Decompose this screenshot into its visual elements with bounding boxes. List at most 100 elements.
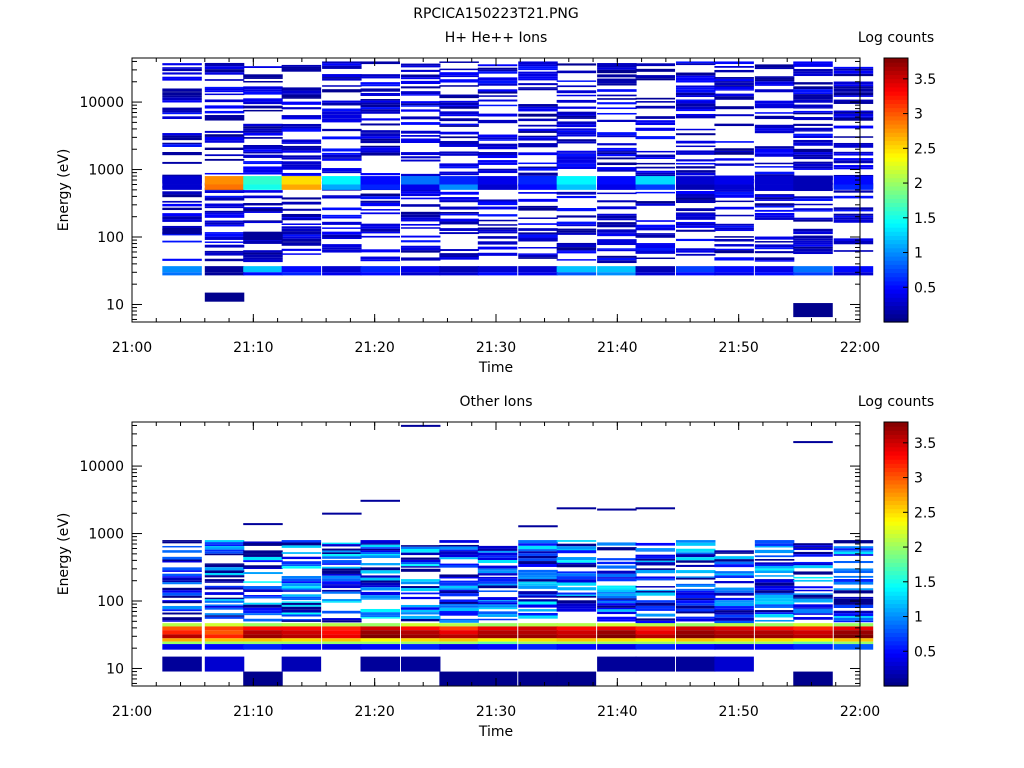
heatmap-cell: [793, 92, 833, 95]
heatmap-cell: [714, 229, 754, 232]
heatmap-cell: [162, 617, 202, 621]
heatmap-cell: [204, 551, 245, 554]
heatmap-cell: [754, 257, 795, 261]
heatmap-cell: [675, 223, 716, 226]
heatmap-cell: [597, 67, 637, 70]
heatmap-cell: [714, 176, 754, 185]
heatmap-cell: [281, 142, 322, 144]
heatmap-cell: [518, 253, 558, 255]
heatmap-cell: [204, 630, 245, 635]
heatmap-cell: [204, 190, 245, 193]
heatmap-cell: [439, 140, 479, 144]
heatmap-cell: [556, 594, 597, 597]
heatmap-cell: [243, 220, 283, 222]
heatmap-cell: [439, 94, 479, 97]
heatmap-cell: [400, 217, 441, 220]
heatmap-cell: [322, 189, 362, 191]
heatmap-cell: [793, 142, 833, 146]
heatmap-cell: [281, 236, 322, 239]
heatmap-cell: [400, 581, 441, 585]
colorbar-segment: [884, 446, 908, 452]
heatmap-cell: [793, 135, 833, 138]
heatmap-cell: [714, 606, 754, 609]
heatmap-cell: [793, 198, 833, 201]
heatmap-cell: [281, 128, 322, 132]
heatmap-cell: [477, 176, 518, 185]
heatmap-cell: [162, 638, 202, 642]
heatmap-cell: [556, 221, 597, 225]
heatmap-cell: [243, 641, 283, 645]
colorbar-tick-label: 1.5: [914, 575, 936, 591]
heatmap-cell: [281, 545, 322, 548]
heatmap-cell: [477, 604, 518, 606]
heatmap-cell: [322, 560, 362, 564]
colorbar-frame: [883, 57, 909, 323]
heatmap-cell: [243, 252, 283, 255]
heatmap-cell: [477, 578, 518, 582]
heatmap-cell: [162, 135, 202, 138]
heatmap-cell: [754, 241, 795, 243]
heatmap-cell: [360, 638, 401, 642]
heatmap-cell: [518, 135, 558, 138]
heatmap-cell: [635, 560, 676, 563]
colorbar-segment: [884, 516, 908, 522]
heatmap-cell: [635, 203, 676, 206]
heatmap-cell: [439, 221, 479, 225]
heatmap-cell: [322, 227, 362, 229]
heatmap-cell: [204, 258, 245, 262]
heatmap-cell: [518, 167, 558, 171]
heatmap-cell: [714, 236, 754, 238]
heatmap-cell: [556, 232, 597, 235]
heatmap-cell: [281, 197, 322, 200]
heatmap-cell: [635, 620, 676, 624]
heatmap-cell: [754, 130, 795, 134]
heatmap-cell: [400, 130, 441, 134]
colorbar-segment: [884, 194, 908, 199]
heatmap-cell: [833, 92, 874, 96]
heatmap-cell: [793, 441, 833, 444]
colorbar-segment: [884, 508, 908, 514]
colorbar-segment: [884, 475, 908, 481]
heatmap-cell: [793, 248, 833, 252]
colorbar-segment: [884, 313, 908, 319]
heatmap-cell: [322, 641, 362, 645]
heatmap-cell: [754, 592, 795, 595]
heatmap-cell: [322, 214, 362, 217]
heatmap-cell: [243, 203, 283, 206]
heatmap-cell: [793, 68, 833, 72]
heatmap-cell: [675, 89, 716, 93]
heatmap-cell: [243, 154, 283, 158]
heatmap-cell: [833, 617, 874, 621]
heatmap-cell: [754, 266, 795, 273]
heatmap-cell: [243, 554, 283, 557]
colorbar-segment: [884, 661, 908, 666]
heatmap-cell: [162, 219, 202, 222]
colorbar-segment: [884, 276, 908, 282]
heatmap-cell: [518, 162, 558, 165]
heatmap-cell: [243, 132, 283, 136]
heatmap-cell: [243, 626, 283, 631]
heatmap-cell: [754, 605, 795, 608]
heatmap-cell: [281, 231, 322, 235]
heatmap-cell: [243, 550, 283, 554]
heatmap-cell: [754, 564, 795, 567]
heatmap-cell: [439, 626, 479, 631]
heatmap-cell: [360, 176, 401, 185]
heatmap-cell: [204, 115, 245, 118]
heatmap-cell: [518, 630, 558, 635]
heatmap-cell: [597, 157, 637, 160]
heatmap-cell: [400, 122, 441, 125]
heatmap-cell: [754, 84, 795, 86]
heatmap-cell: [556, 153, 597, 157]
heatmap-cell: [675, 196, 716, 198]
heatmap-cell: [597, 249, 637, 252]
heatmap-cell: [556, 623, 597, 627]
heatmap-cell: [439, 594, 479, 597]
heatmap-cell: [281, 241, 322, 243]
heatmap-cell: [162, 641, 202, 645]
heatmap-cell: [281, 164, 322, 167]
heatmap-cell: [675, 570, 716, 574]
heatmap-cell: [400, 240, 441, 243]
heatmap-cell: [675, 212, 716, 214]
